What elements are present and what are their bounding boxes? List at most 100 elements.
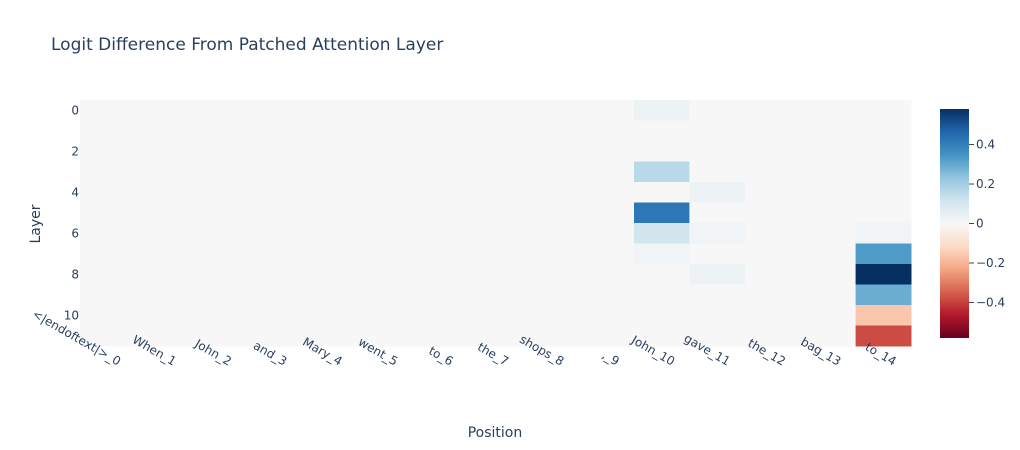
heatmap-cell — [467, 223, 524, 244]
heatmap-cell — [523, 284, 580, 306]
heatmap-cell — [135, 243, 192, 265]
heatmap-cell — [578, 100, 635, 121]
heatmap-cell — [689, 264, 746, 285]
heatmap-cell — [135, 141, 192, 162]
heatmap-cell — [190, 202, 247, 224]
heatmap-cell — [357, 182, 413, 203]
heatmap-cell — [467, 120, 524, 142]
heatmap-cell — [578, 202, 635, 224]
heatmap-cell — [135, 325, 192, 347]
heatmap-cell — [135, 305, 192, 326]
heatmap-cell — [578, 284, 635, 306]
heatmap-cell — [190, 100, 247, 121]
heatmap-cell — [80, 264, 136, 285]
heatmap-cell — [357, 264, 413, 285]
heatmap-cell — [744, 141, 801, 162]
heatmap-cell — [467, 305, 524, 326]
heatmap-cell — [744, 182, 801, 203]
heatmap-cell — [855, 243, 912, 265]
heatmap-cell — [190, 305, 247, 326]
heatmap-cell — [855, 141, 912, 162]
heatmap-cell — [800, 182, 857, 203]
heatmap-cell — [190, 243, 247, 265]
heatmap-cell — [744, 325, 801, 347]
heatmap-cell — [190, 182, 247, 203]
heatmap-cell — [744, 305, 801, 326]
heatmap-cell — [80, 325, 136, 347]
heatmap-cell — [80, 161, 136, 183]
heatmap-cell — [523, 100, 580, 121]
heatmap-cell — [412, 284, 469, 306]
heatmap-cell — [467, 325, 524, 347]
heatmap-cell — [634, 141, 690, 162]
heatmap-cell — [855, 325, 912, 347]
heatmap-cell — [800, 243, 857, 265]
heatmap-cell — [412, 100, 469, 121]
heatmap-cell — [800, 141, 857, 162]
heatmap-cell — [689, 305, 746, 326]
heatmap-cell — [412, 120, 469, 142]
heatmap-cell — [80, 100, 136, 121]
heatmap-cell — [467, 182, 524, 203]
heatmap-cell — [301, 202, 358, 224]
heatmap-cell — [800, 223, 857, 244]
heatmap-cell — [578, 141, 635, 162]
heatmap-cell — [689, 325, 746, 347]
heatmap-cell — [412, 161, 469, 183]
heatmap-cell — [135, 161, 192, 183]
heatmap-cell — [80, 202, 136, 224]
heatmap-cell — [800, 202, 857, 224]
colorbar: 0.4 0.2 0 −0.2 −0.4 — [940, 109, 1005, 338]
heatmap-cell — [246, 243, 303, 265]
heatmap-cell — [689, 243, 746, 265]
heatmap-cell — [357, 284, 413, 306]
y-tick-label: 4 — [71, 185, 79, 199]
heatmap-cell — [246, 223, 303, 244]
heatmap-cell — [246, 202, 303, 224]
heatmap-cell — [634, 182, 690, 203]
heatmap-cell — [578, 305, 635, 326]
heatmap-cell — [301, 161, 358, 183]
heatmap-cell — [467, 284, 524, 306]
heatmap-cell — [301, 120, 358, 142]
heatmap-cell — [634, 325, 690, 347]
heatmap-cell — [800, 161, 857, 183]
heatmap-cell — [135, 182, 192, 203]
heatmap-cell — [634, 264, 690, 285]
heatmap-cell — [301, 223, 358, 244]
heatmap-cell — [689, 284, 746, 306]
heatmap-cell — [246, 141, 303, 162]
heatmap-cell — [301, 284, 358, 306]
heatmap-cell — [800, 264, 857, 285]
heatmap-cell — [523, 141, 580, 162]
heatmap-cell — [246, 284, 303, 306]
heatmap-cell — [744, 243, 801, 265]
x-tick-label: ,_9 — [600, 348, 622, 369]
heatmap-cell — [80, 182, 136, 203]
heatmap-cell — [246, 182, 303, 203]
heatmap-cell — [634, 120, 690, 142]
heatmap-cell — [301, 325, 358, 347]
heatmap-cell — [412, 305, 469, 326]
heatmap-cell — [135, 202, 192, 224]
heatmap-cell — [689, 202, 746, 224]
heatmap-cell — [744, 223, 801, 244]
heatmap-cell — [467, 264, 524, 285]
heatmap-cell — [412, 182, 469, 203]
heatmap-cell — [190, 223, 247, 244]
heatmap-cell — [744, 120, 801, 142]
heatmap-cell — [467, 243, 524, 265]
heatmap-cell — [800, 100, 857, 121]
heatmap-cell — [190, 284, 247, 306]
heatmap-cell — [246, 264, 303, 285]
heatmap-cell — [301, 182, 358, 203]
heatmap-cell — [357, 141, 413, 162]
y-tick-label: 6 — [71, 226, 79, 240]
heatmap-cell — [135, 120, 192, 142]
heatmap-cell — [301, 264, 358, 285]
heatmap-cell — [80, 120, 136, 142]
heatmap-cell — [80, 141, 136, 162]
colorbar-tick-label: 0.2 — [976, 177, 995, 191]
heatmap-cell — [689, 223, 746, 244]
y-tick-label: 8 — [71, 267, 79, 281]
